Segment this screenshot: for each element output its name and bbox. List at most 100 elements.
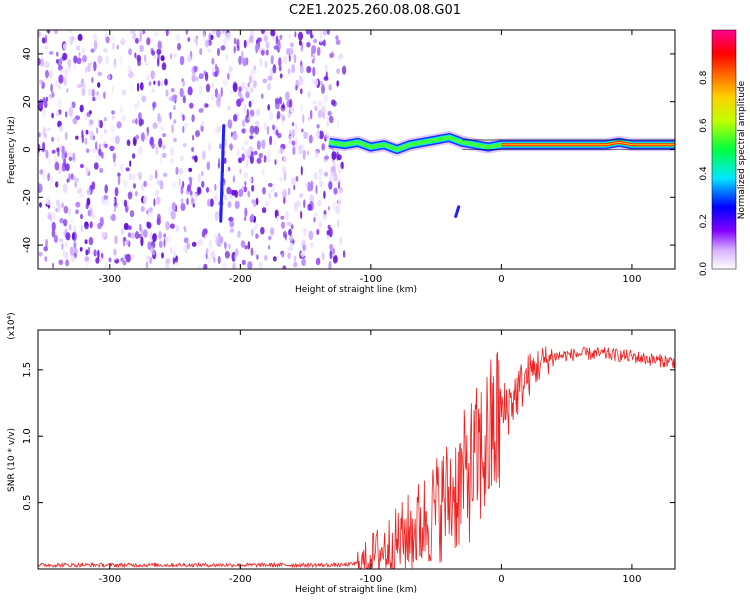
noise-speckle <box>301 143 304 152</box>
noise-speckle <box>236 148 240 158</box>
noise-speckle <box>156 217 161 226</box>
noise-speckle <box>279 34 283 40</box>
noise-speckle <box>103 117 107 122</box>
noise-speckle <box>255 197 259 206</box>
noise-speckle <box>337 197 342 207</box>
noise-speckle <box>57 98 62 109</box>
noise-speckle <box>151 50 156 56</box>
noise-speckle <box>175 34 181 42</box>
noise-speckle <box>44 256 48 262</box>
noise-speckle <box>308 184 313 192</box>
noise-speckle <box>264 201 270 207</box>
noise-speckle <box>156 48 162 55</box>
noise-speckle <box>236 38 240 48</box>
noise-speckle <box>292 146 296 156</box>
noise-speckle <box>332 161 337 167</box>
noise-speckle <box>63 205 69 214</box>
noise-speckle <box>161 152 167 158</box>
noise-speckle <box>58 259 64 266</box>
noise-speckle <box>255 43 259 53</box>
noise-speckle <box>206 198 212 207</box>
noise-speckle <box>285 210 289 221</box>
noise-speckle <box>130 215 134 224</box>
y-tick-label: -40 <box>22 237 33 253</box>
noise-speckle <box>38 251 43 257</box>
noise-speckle <box>264 254 268 261</box>
noise-speckle <box>226 32 232 41</box>
noise-speckle <box>97 249 100 259</box>
noise-speckle <box>67 58 72 68</box>
noise-speckle <box>182 143 187 148</box>
noise-speckle <box>331 151 337 160</box>
noise-speckle <box>84 137 88 145</box>
noise-speckle <box>191 241 197 247</box>
noise-speckle <box>335 205 341 215</box>
noise-speckle <box>42 97 46 103</box>
noise-speckle <box>112 152 117 161</box>
noise-speckle <box>149 231 153 241</box>
noise-speckle <box>248 100 252 108</box>
noise-speckle <box>214 71 218 78</box>
noise-speckle <box>306 150 310 156</box>
noise-speckle <box>169 53 173 60</box>
noise-speckle <box>260 226 265 235</box>
noise-speckle <box>307 91 311 98</box>
noise-speckle <box>323 190 326 199</box>
noise-speckle <box>75 45 81 51</box>
noise-speckle <box>38 152 41 157</box>
noise-speckle <box>303 227 307 236</box>
noise-speckle <box>144 60 150 66</box>
noise-speckle <box>208 32 212 42</box>
noise-speckle <box>180 203 186 211</box>
noise-speckle <box>318 175 322 181</box>
noise-speckle <box>326 120 329 127</box>
noise-speckle <box>243 103 247 114</box>
noise-speckle <box>337 119 340 130</box>
noise-speckle <box>40 81 43 87</box>
noise-speckle <box>84 221 88 226</box>
noise-speckle <box>93 135 95 141</box>
noise-speckle <box>263 121 267 131</box>
noise-speckle <box>44 45 49 50</box>
noise-speckle <box>171 123 175 134</box>
noise-speckle <box>117 175 121 186</box>
noise-speckle <box>275 129 279 136</box>
noise-speckle <box>165 89 169 97</box>
noise-speckle <box>68 173 71 183</box>
noise-speckle <box>112 262 115 269</box>
noise-speckle <box>169 147 175 157</box>
noise-speckle <box>109 145 115 152</box>
noise-speckle <box>239 168 242 175</box>
noise-speckle <box>179 156 184 162</box>
noise-speckle <box>80 193 85 198</box>
noise-speckle <box>84 239 88 245</box>
noise-speckle <box>282 265 287 269</box>
noise-speckle <box>39 202 42 208</box>
noise-speckle <box>175 166 179 175</box>
noise-speckle <box>182 125 185 134</box>
noise-speckle <box>89 61 93 67</box>
x-tick-label: 0 <box>498 574 504 585</box>
noise-speckle <box>281 188 286 193</box>
noise-speckle <box>194 155 198 163</box>
noise-speckle <box>152 122 158 129</box>
noise-speckle <box>324 64 328 71</box>
noise-speckle <box>148 207 153 213</box>
noise-speckle <box>272 64 277 74</box>
noise-speckle <box>75 177 79 183</box>
noise-speckle <box>183 122 188 129</box>
noise-speckle <box>226 186 232 195</box>
noise-speckle <box>86 197 91 206</box>
noise-speckle <box>227 201 232 208</box>
noise-speckle <box>141 95 147 103</box>
x-tick-label: -200 <box>229 574 252 585</box>
noise-speckle <box>331 171 334 177</box>
noise-speckle <box>203 263 208 269</box>
noise-speckle <box>316 129 320 140</box>
noise-speckle <box>281 251 285 258</box>
noise-speckle <box>329 52 334 59</box>
noise-speckle <box>243 39 247 49</box>
noise-speckle <box>214 63 218 72</box>
noise-speckle <box>327 110 332 117</box>
noise-speckle <box>145 135 149 144</box>
